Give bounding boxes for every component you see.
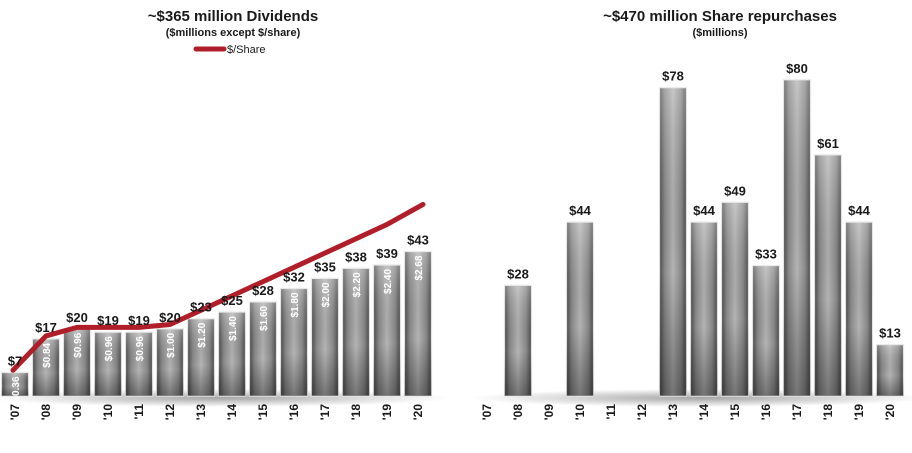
- repurchase-year-tick: '08: [511, 404, 525, 421]
- dividend-value-label: $39: [376, 246, 398, 261]
- dividend-value-label: $19: [97, 313, 119, 328]
- dividend-year-tick: '08: [39, 404, 53, 421]
- per-share-label: $0.96: [104, 336, 115, 361]
- repurchase-year-tick: '07: [480, 404, 494, 421]
- dividends-panel: ~$365 million Dividends ($millions excep…: [0, 8, 450, 420]
- per-share-label: $0.96: [73, 332, 84, 357]
- repurchase-bar-shade: [659, 87, 687, 396]
- repurchase-value-label: $33: [755, 247, 777, 262]
- per-share-line: [10, 201, 426, 373]
- per-share-label: $0.96: [135, 336, 146, 361]
- repurchase-year-tick: '11: [604, 404, 618, 420]
- dividend-bar-shade: [187, 318, 215, 396]
- repurchase-bar-shade: [783, 79, 811, 396]
- dividends-title: ~$365 million Dividends: [148, 8, 318, 25]
- dividend-value-label: $43: [407, 233, 429, 248]
- dividend-bar-shade: [1, 372, 29, 396]
- dividends-subtitle: ($millions except $/share): [166, 27, 301, 39]
- dividend-value-label: $35: [314, 259, 336, 274]
- dividend-value-label: $7: [8, 353, 22, 368]
- repurchase-year-tick: '19: [852, 404, 866, 421]
- dividend-year-tick: '10: [101, 404, 115, 421]
- repurchase-value-label: $44: [693, 203, 715, 218]
- dividend-value-label: $19: [128, 313, 150, 328]
- repurchase-value-label: $28: [507, 266, 529, 281]
- dividend-year-tick: '09: [70, 404, 84, 421]
- per-share-label: $1.60: [259, 305, 270, 330]
- per-share-label: $1.80: [290, 292, 301, 317]
- dividend-bar-shade: [249, 301, 277, 396]
- dividend-value-label: $23: [190, 300, 212, 315]
- per-share-label: $1.00: [166, 332, 177, 357]
- repurchase-value-label: $44: [848, 203, 870, 218]
- repurchase-year-tick: '20: [883, 404, 897, 421]
- dividend-bar-shade: [156, 328, 184, 396]
- repurchase-value-label: $44: [569, 203, 591, 218]
- repurchase-value-label: $13: [879, 326, 901, 341]
- dividends-legend: $/Share: [193, 44, 266, 56]
- repurchases-title: ~$470 million Share repurchases: [603, 8, 837, 25]
- dividend-year-tick: '15: [256, 404, 270, 421]
- dividend-bar-shade: [342, 268, 370, 396]
- repurchase-year-tick: '12: [635, 404, 649, 421]
- dividend-value-label: $38: [345, 249, 367, 264]
- dividend-bar-shade: [404, 251, 432, 396]
- dividend-year-tick: '14: [225, 404, 239, 421]
- repurchase-year-tick: '18: [821, 404, 835, 421]
- dividend-value-label: $28: [252, 283, 274, 298]
- repurchase-value-label: $80: [786, 61, 808, 76]
- per-share-label: $2.68: [414, 255, 425, 280]
- repurchase-year-tick: '10: [573, 404, 587, 421]
- dividend-bar-shade: [218, 312, 246, 396]
- dividend-value-label: $20: [66, 310, 88, 325]
- dividend-year-tick: '20: [411, 404, 425, 421]
- dividend-value-label: $20: [159, 310, 181, 325]
- dividend-bar-shade: [311, 278, 339, 396]
- repurchase-bar-shade: [690, 222, 718, 396]
- legend-label: $/Share: [227, 44, 266, 56]
- dividend-year-tick: '17: [318, 404, 332, 421]
- repurchase-value-label: $49: [724, 183, 746, 198]
- repurchase-year-tick: '09: [542, 404, 556, 421]
- dividend-value-label: $32: [283, 269, 305, 284]
- repurchase-bar-shade: [845, 222, 873, 396]
- repurchases-panel: ~$470 million Share repurchases ($millio…: [470, 8, 912, 420]
- repurchase-value-label: $61: [817, 136, 839, 151]
- per-share-label: $0.84: [42, 342, 53, 367]
- dividend-value-label: $17: [35, 320, 57, 335]
- dividend-year-tick: '07: [8, 404, 22, 421]
- dividend-year-tick: '12: [163, 404, 177, 421]
- dividend-year-tick: '16: [287, 404, 301, 421]
- dividend-value-label: $25: [221, 293, 243, 308]
- per-share-label: $2.20: [352, 272, 363, 297]
- repurchase-year-tick: '13: [666, 404, 680, 421]
- repurchase-bar-shade: [752, 265, 780, 396]
- repurchase-bar-shade: [876, 344, 904, 396]
- dividend-bar-shade: [63, 328, 91, 396]
- per-share-label: $2.40: [383, 269, 394, 294]
- per-share-label: $2.00: [321, 282, 332, 307]
- repurchase-bar-shade: [566, 222, 594, 396]
- dividend-year-tick: '19: [380, 404, 394, 421]
- repurchase-bar-shade: [721, 202, 749, 396]
- repurchase-year-tick: '16: [759, 404, 773, 421]
- repurchase-bar-shade: [504, 285, 532, 396]
- dividend-bar-shade: [280, 288, 308, 396]
- per-share-label: $0.36: [11, 376, 22, 401]
- dividend-year-tick: '11: [132, 404, 146, 420]
- repurchase-year-tick: '14: [697, 404, 711, 421]
- dividend-bar-shade: [373, 264, 401, 396]
- repurchase-bar-shade: [814, 154, 842, 396]
- repurchase-year-tick: '17: [790, 404, 804, 421]
- per-share-label: $1.20: [197, 322, 208, 347]
- repurchase-year-tick: '15: [728, 404, 742, 421]
- repurchases-subtitle: ($millions): [692, 27, 747, 39]
- dividend-year-tick: '13: [194, 404, 208, 421]
- dividend-year-tick: '18: [349, 404, 363, 421]
- dividend-bar-shade: [94, 332, 122, 396]
- repurchase-value-label: $78: [662, 69, 684, 84]
- per-share-label: $1.40: [228, 316, 239, 341]
- dividend-bar-shade: [125, 332, 153, 396]
